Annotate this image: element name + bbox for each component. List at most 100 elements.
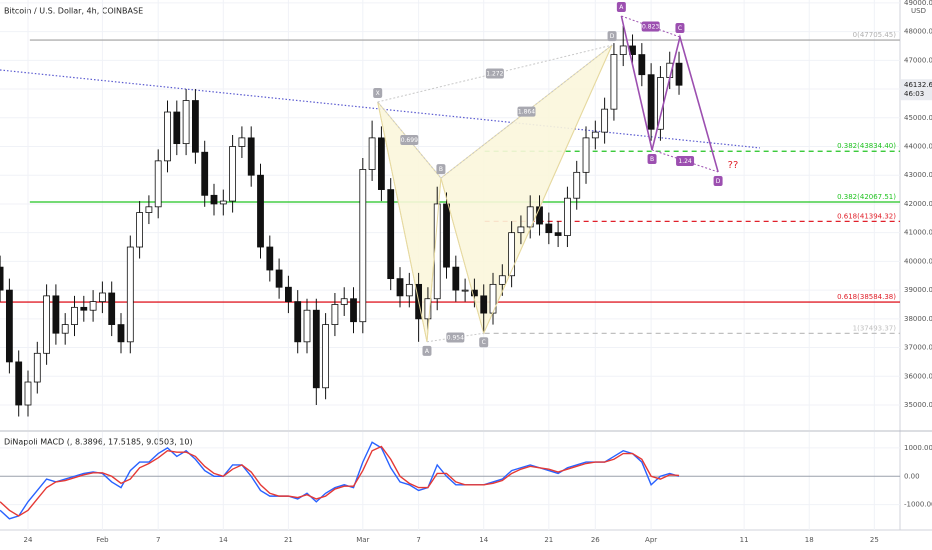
candle-body <box>480 295 488 314</box>
indicator-title: DiNapoli MACD (, 8.3896, 17.5185, 9.0503… <box>4 438 193 447</box>
candle-body <box>564 197 571 236</box>
candle-body <box>368 137 376 170</box>
candle-body <box>591 131 599 139</box>
point-box <box>479 337 489 348</box>
point-box <box>422 345 432 356</box>
y-tick-label: 38000.00 <box>904 315 932 323</box>
x-tick-label: 7 <box>156 536 160 544</box>
fib-level-label: 0.382(42067.51) <box>837 193 896 201</box>
ratio-box <box>641 21 660 32</box>
x-tick-label: Feb <box>96 536 109 544</box>
candle-body <box>573 171 581 199</box>
y-tick-label: -1000.00 <box>904 501 932 509</box>
candle-body <box>340 298 348 305</box>
last-price-label: 46132.68 <box>904 81 932 89</box>
candle-body <box>322 324 330 389</box>
candle-body <box>675 62 683 86</box>
ratio-box <box>676 155 695 166</box>
candle-body <box>647 74 655 130</box>
x-tick-label: 21 <box>544 536 553 544</box>
x-tick-label: Mar <box>356 536 369 544</box>
chart-title: Bitcoin / U.S. Dollar, 4h, COINBASE <box>4 7 143 16</box>
ratio-label: 1.24 <box>678 158 692 165</box>
y-tick-label: 36000.00 <box>904 372 932 380</box>
x-tick-label: 26 <box>591 536 600 544</box>
plot: 0(47705.45) 0.382(43834.40) 0.382(42067.51… <box>0 1 900 417</box>
pattern-line <box>620 15 719 173</box>
x-tick-label: 24 <box>24 536 33 544</box>
point-label: A <box>425 348 430 355</box>
x-tick-label: 11 <box>740 536 749 544</box>
candle-body <box>5 289 13 363</box>
candle-body <box>108 292 116 325</box>
point-label: B <box>439 166 443 173</box>
candle-body <box>294 301 302 343</box>
point-label: B <box>650 156 654 163</box>
y-tick-label: 35000.00 <box>904 401 932 409</box>
y-tick-label: 43000.00 <box>904 171 932 179</box>
annotation: ?? <box>728 160 739 171</box>
point-box <box>647 153 657 164</box>
candle-body <box>359 169 367 323</box>
candle-body <box>517 226 525 234</box>
candle-body <box>33 352 41 383</box>
candle-body <box>210 194 218 205</box>
x-tick-label: 7 <box>416 536 420 544</box>
candle-body <box>136 212 143 248</box>
x-tick-label: 14 <box>479 536 488 544</box>
candle-body <box>89 301 97 311</box>
y-tick-label: 39000.00 <box>904 286 932 294</box>
ratio-box <box>400 135 419 146</box>
fib-level-label: 0.618(41394.32) <box>837 212 896 220</box>
indicator-line <box>0 441 680 520</box>
ratio-label: 1.272 <box>486 71 503 78</box>
candle-body <box>452 266 460 291</box>
fib-level-label: 1(37493.37) <box>853 324 897 332</box>
y-tick-label: 48000.00 <box>904 28 932 36</box>
candle-body <box>126 246 134 343</box>
y-tick-label: 37000.00 <box>904 344 932 352</box>
point-box <box>436 164 446 175</box>
candle-body <box>461 289 469 292</box>
candle-body <box>350 298 357 323</box>
candle-body <box>201 151 209 196</box>
y-tick-label: 0.00 <box>904 472 920 480</box>
candle-body <box>247 137 255 176</box>
point-label: D <box>716 178 721 185</box>
candle-body <box>405 283 413 297</box>
candle-body <box>424 298 432 320</box>
candle-body <box>71 306 78 325</box>
point-box <box>607 31 617 42</box>
ratio-box <box>446 332 465 343</box>
candle-body <box>638 54 646 76</box>
point-label: X <box>376 90 380 97</box>
candle-body <box>154 160 162 208</box>
x-tick-label: 18 <box>805 536 814 544</box>
point-box <box>713 175 723 186</box>
candle-body <box>378 137 385 190</box>
candle-body <box>266 246 274 271</box>
candle-body <box>61 324 69 334</box>
fib-level-label: 0(47705.45) <box>853 31 897 39</box>
candle-body <box>145 206 153 213</box>
y-tick-label: 49000.00 <box>904 0 932 7</box>
point-box <box>616 1 626 12</box>
candle-body <box>15 361 23 406</box>
ratio-label: 0.823 <box>642 23 659 30</box>
point-label: C <box>482 339 486 346</box>
ratio-label: 0.699 <box>401 137 418 144</box>
candle-body <box>610 54 618 110</box>
indicator-line <box>0 445 680 517</box>
candle-body <box>219 200 227 205</box>
point-label: D <box>610 33 615 40</box>
x-tick-label: 14 <box>219 536 228 544</box>
y-tick-label: 1000.00 <box>904 444 932 452</box>
candle-body <box>526 206 534 228</box>
ratio-box <box>517 106 536 117</box>
fib-level-label: 0.382(43834.40) <box>837 142 896 150</box>
candle-body <box>396 278 404 297</box>
candle-body <box>52 295 60 334</box>
candle-body <box>80 306 88 311</box>
